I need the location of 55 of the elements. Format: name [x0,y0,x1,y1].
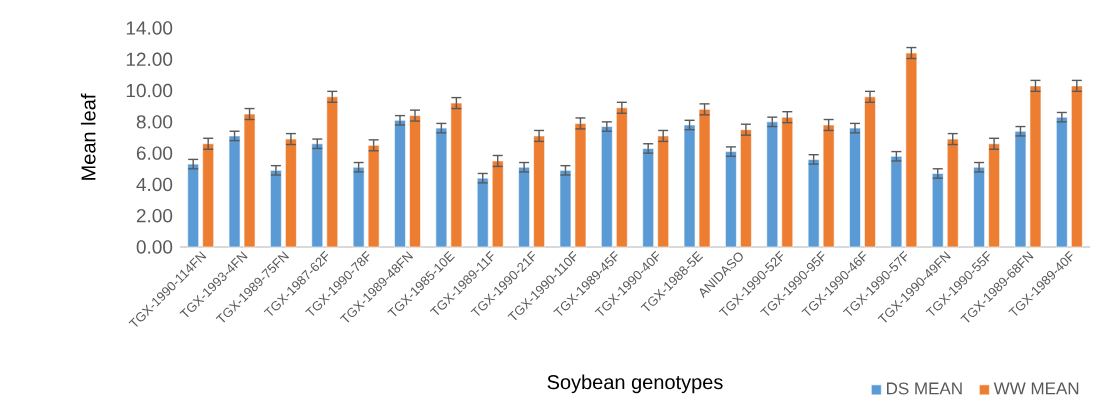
bar [725,151,737,248]
bar [243,113,256,248]
bar [352,166,365,248]
bar [781,116,794,248]
bar [1014,130,1027,248]
bar [1056,116,1068,248]
y-tick-label: 10.00 [126,83,173,98]
bar [946,138,959,248]
bar [683,124,696,248]
y-tick-label: 12.00 [126,52,173,67]
bar [367,145,380,248]
bar [533,135,545,248]
bar [394,119,406,248]
bar [518,166,530,248]
bar [766,121,779,248]
bar [450,102,463,248]
bar [187,163,199,248]
legend-label: DS MEAN [887,382,962,395]
y-tick-label: 4.00 [136,177,173,192]
bar [1029,85,1042,248]
bar [476,177,489,248]
bar [988,143,1000,248]
bar [435,127,448,248]
bar [601,126,613,248]
bar [311,143,324,248]
bar [202,143,214,248]
bar [849,127,861,248]
x-axis-title: Soybean genotypes [547,374,723,394]
bar [740,129,752,248]
bar [807,159,820,248]
bar [1071,85,1083,248]
bar [890,155,903,248]
bar [270,170,282,248]
bar [559,170,572,248]
bar [642,148,654,248]
y-tick-label: 2.00 [136,208,173,223]
bar [491,160,504,248]
bar [657,135,669,248]
bar [574,123,587,248]
y-tick-label: 14.00 [126,21,173,35]
y-tick-label: 6.00 [136,146,173,160]
bar [228,135,241,248]
bar [973,166,985,248]
bar [409,115,421,248]
bar [905,52,918,248]
bar [822,124,835,248]
bar [285,138,297,248]
y-tick-label: 8.00 [136,115,173,129]
bar [326,96,339,248]
y-axis-title: Mean leaf [80,93,96,180]
legend-label: WW MEAN [993,382,1079,395]
bar [616,107,628,248]
bar [931,173,944,248]
bar [864,96,876,248]
bar [698,109,711,248]
